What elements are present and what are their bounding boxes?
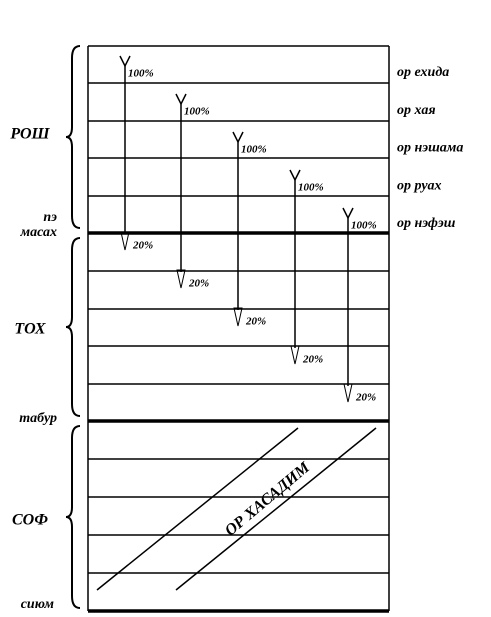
- arrow-head: [176, 269, 186, 289]
- arrow-fork: [232, 131, 244, 144]
- bottom-percent: 20%: [245, 316, 266, 328]
- diagonal-line: [175, 427, 377, 591]
- sof-label: СОФ: [12, 512, 48, 529]
- top-percent: 100%: [241, 144, 267, 156]
- brace: [65, 237, 81, 417]
- top-percent: 100%: [351, 220, 377, 232]
- light-name: ор ехида: [397, 65, 449, 80]
- brace: [65, 45, 81, 229]
- diagonal-line: [96, 427, 299, 591]
- toh-label: ТОХ: [14, 321, 46, 338]
- bottom-percent: 20%: [132, 240, 153, 252]
- pe-label: пэ: [43, 210, 57, 225]
- arrow-fork: [119, 55, 131, 68]
- arrow-head: [343, 383, 353, 403]
- tabur-label: табур: [19, 411, 57, 426]
- light-name: ор руах: [397, 178, 442, 193]
- bottom-percent: 20%: [302, 354, 323, 366]
- arrow-fork: [289, 169, 301, 182]
- light-name: ор нэфэш: [397, 216, 456, 231]
- brace: [65, 425, 81, 609]
- arrow-head: [120, 231, 130, 251]
- rosh-label: РОШ: [9, 126, 50, 143]
- diagonal-label: ОР ХАСАДИМ: [222, 459, 314, 540]
- top-percent: 100%: [298, 182, 324, 194]
- bottom-percent: 20%: [355, 392, 376, 404]
- arrow-fork: [342, 207, 354, 220]
- masah-label: масах: [20, 225, 57, 240]
- top-percent: 100%: [128, 68, 154, 80]
- top-percent: 100%: [184, 106, 210, 118]
- arrow-fork: [175, 93, 187, 106]
- arrow-head: [290, 345, 300, 365]
- light-name: ор хая: [397, 103, 436, 118]
- bottom-percent: 20%: [188, 278, 209, 290]
- arrow-head: [233, 307, 243, 327]
- siyum-label: сиюм: [21, 597, 55, 612]
- light-name: ор нэшама: [397, 141, 463, 156]
